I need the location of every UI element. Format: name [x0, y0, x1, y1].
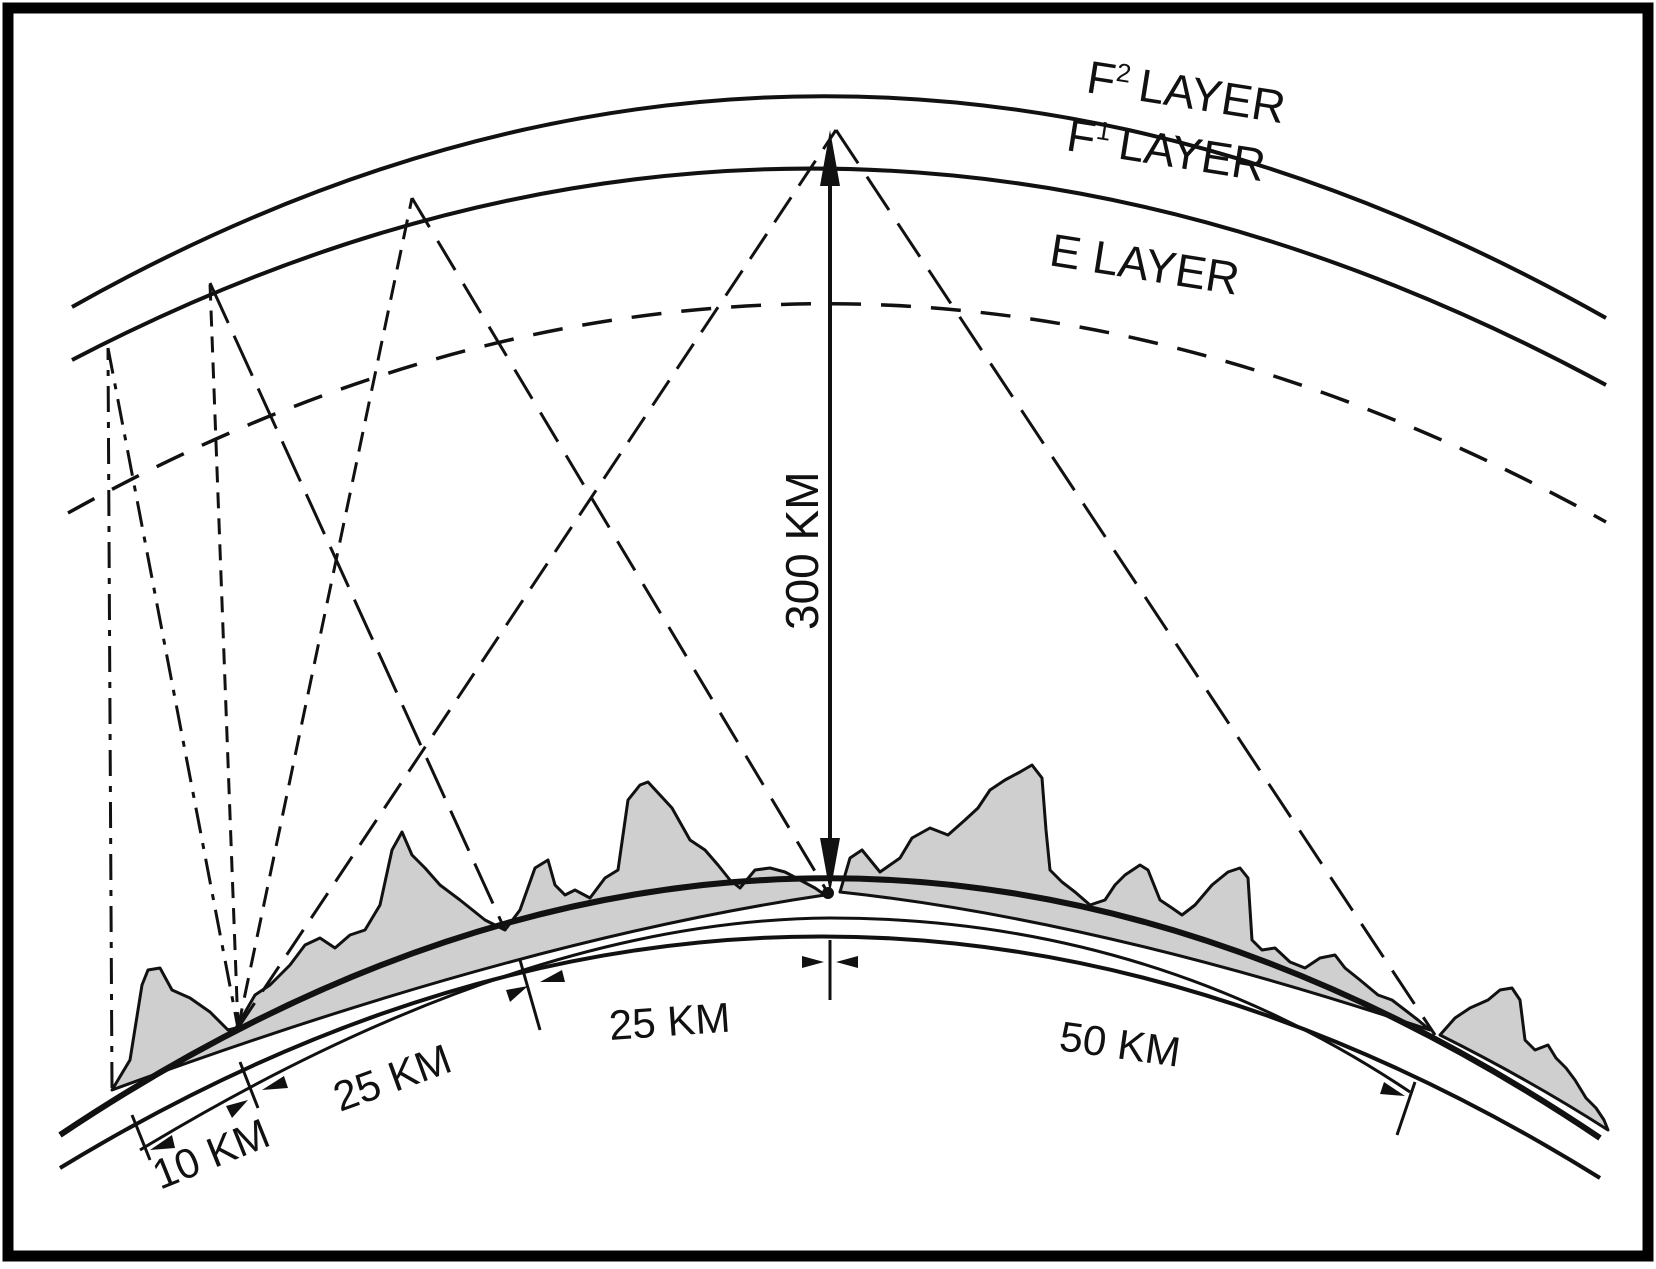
arrow-25b-right [802, 956, 824, 968]
ray-paths [106, 129, 1437, 1089]
ray-path [208, 282, 507, 931]
arrow-25a-right [506, 986, 528, 1002]
ray-path [410, 197, 830, 894]
ray-path [106, 347, 114, 1089]
tick-10km-start [130, 1114, 152, 1161]
arrow-50-right [1380, 1082, 1405, 1096]
terrain-middle [838, 763, 1432, 1032]
terrain-right [1438, 986, 1610, 1132]
ray-path [236, 197, 414, 1029]
height-label: 300 KM [776, 471, 828, 630]
dimension-line [139, 916, 1411, 1152]
tick-25km [518, 959, 542, 1031]
tick-50km-end [1395, 1081, 1417, 1136]
arrow-10km-right [226, 1100, 248, 1118]
ray-path [106, 347, 240, 1029]
arrow-10km-left [150, 1135, 175, 1150]
f2-layer-arc [71, 94, 1607, 320]
arrow-25a-left [262, 1076, 288, 1090]
distance-markers [130, 916, 1417, 1161]
ray-path [236, 129, 838, 1029]
ray-path [208, 282, 240, 1029]
height-arrow-bottom [820, 838, 840, 893]
arrow-50-left [836, 956, 858, 968]
tick-10km-end [238, 1061, 260, 1109]
transmitter-point [822, 887, 834, 899]
e-layer-arc [67, 302, 1607, 524]
distance-label-25km-right: 25 KM [607, 994, 731, 1049]
earth-inner-line [58, 934, 1602, 1180]
ray-path [834, 129, 1437, 1036]
arrow-25b-left [540, 970, 565, 982]
distance-arrows [150, 956, 1405, 1150]
height-arrow-top [820, 130, 840, 186]
